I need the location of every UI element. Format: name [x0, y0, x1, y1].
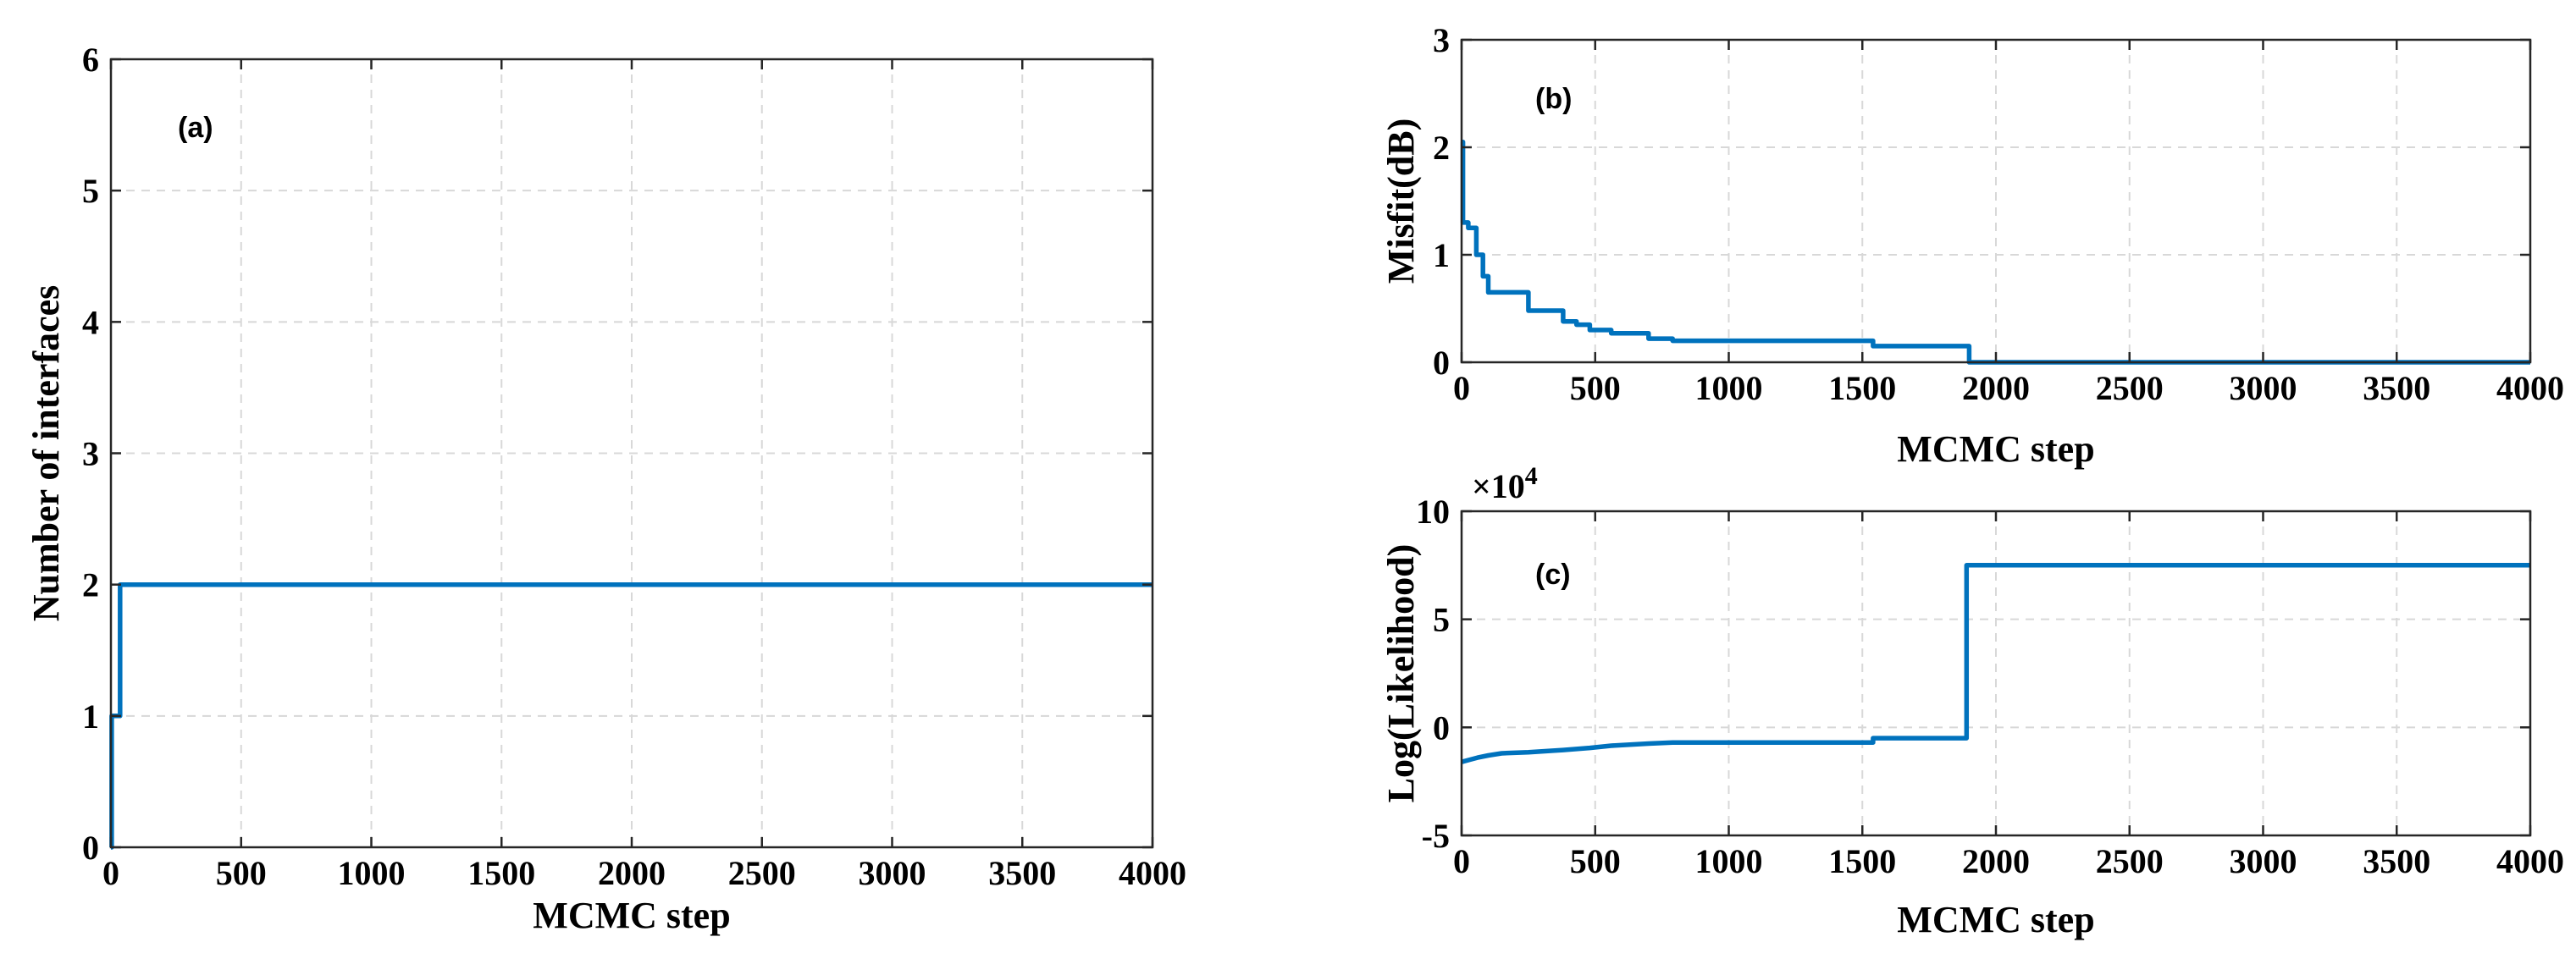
x-tick-label: 500 [216, 854, 267, 892]
x-tick-label: 2000 [598, 854, 666, 892]
x-axis-label: MCMC step [1897, 428, 2094, 470]
panel-label: (a) [178, 112, 213, 144]
x-tick-label: 4000 [2496, 369, 2564, 407]
y-tick-label: 0 [1433, 708, 1450, 747]
x-tick-label: 3000 [2230, 842, 2297, 880]
chart-panel-2: 0 500 1000 1500 2000 2500 3000 3500 4000 0 1 2 3 MCMC… [1380, 21, 2564, 470]
y-tick-label: 3 [1433, 21, 1450, 59]
x-tick-label: 3500 [988, 854, 1056, 892]
y-tick-label: 10 [1416, 493, 1450, 531]
x-tick-label: 3000 [859, 854, 926, 892]
y-tick-label: 0 [82, 829, 99, 867]
x-tick-label: 3000 [2230, 369, 2297, 407]
y-tick-label: -5 [1422, 817, 1450, 855]
x-tick-label: 500 [1570, 369, 1621, 407]
x-tick-label: 1000 [338, 854, 406, 892]
y-axis-label: Number of interfaces [25, 285, 67, 622]
x-tick-label: 3500 [2363, 842, 2430, 880]
x-tick-label: 2500 [2096, 842, 2164, 880]
y-tick-label: 4 [82, 303, 99, 341]
x-tick-label: 4000 [2496, 842, 2564, 880]
y-tick-label: 2 [1433, 129, 1450, 167]
chart-panel-3: 0 500 1000 1500 2000 2500 3000 3500 4000-50510MC… [1380, 462, 2564, 940]
y-tick-label: 5 [1433, 601, 1450, 639]
x-tick-label: 2000 [1962, 842, 2030, 880]
x-axis-label: MCMC step [533, 895, 730, 936]
x-tick-label: 0 [102, 854, 119, 892]
y-tick-label: 3 [82, 435, 99, 473]
y-tick-label: 6 [82, 41, 99, 79]
x-tick-label: 1000 [1695, 842, 1763, 880]
series-line [1461, 563, 2530, 764]
x-tick-label: 500 [1570, 842, 1621, 880]
x-axis-label: MCMC step [1897, 899, 2094, 940]
x-tick-label: 2500 [2096, 369, 2164, 407]
y-axis-label: Misfit(dB) [1380, 118, 1422, 284]
x-tick-label: 0 [1453, 369, 1470, 407]
series-line [1460, 139, 2530, 365]
chart-panel-1: 0 500 1000 1500 2000 2500 3000 3500 4000 0 1 2 3 4 5 6 M… [25, 41, 1186, 936]
y-axis-label: Log(Likelihood) [1380, 544, 1422, 803]
x-tick-label: 2000 [1962, 369, 2030, 407]
x-tick-label: 1500 [1828, 842, 1896, 880]
y-tick-label: 0 [1433, 344, 1450, 382]
x-tick-label: 1000 [1695, 369, 1763, 407]
y-tick-label: 5 [82, 172, 99, 210]
panel-label: (c) [1535, 559, 1571, 591]
x-tick-label: 2500 [728, 854, 796, 892]
x-tick-label: 1500 [467, 854, 535, 892]
x-tick-label: 3500 [2363, 369, 2430, 407]
x-tick-label: 0 [1453, 842, 1470, 880]
y-tick-label: 2 [82, 566, 99, 604]
y-exponent-label: ×104 [1472, 462, 1538, 505]
y-tick-label: 1 [82, 697, 99, 736]
x-tick-label: 4000 [1119, 854, 1186, 892]
panel-label: (b) [1535, 83, 1572, 115]
y-tick-label: 1 [1433, 236, 1450, 274]
x-tick-label: 1500 [1828, 369, 1896, 407]
